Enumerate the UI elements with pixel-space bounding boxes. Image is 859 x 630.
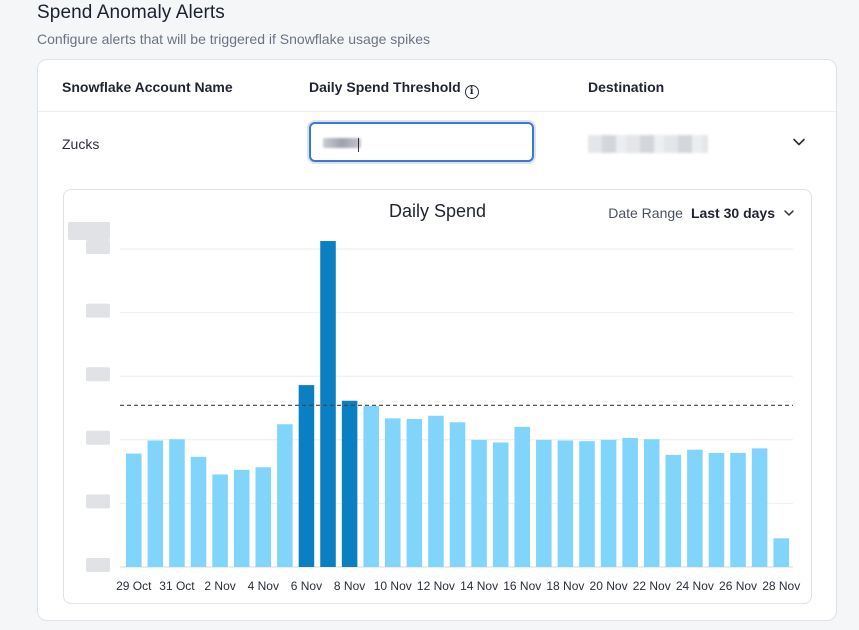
alerts-card: Snowflake Account Name Daily Spend Thres… — [37, 59, 837, 621]
daily-spend-chart: Daily Spend Date Range Last 30 days 29 O… — [63, 189, 812, 604]
bar[interactable] — [600, 439, 617, 567]
page-subtitle: Configure alerts that will be triggered … — [37, 31, 430, 47]
x-tick-label: 20 Nov — [590, 579, 628, 593]
text-caret — [358, 138, 359, 152]
bar[interactable] — [255, 467, 272, 567]
x-tick-label: 24 Nov — [676, 579, 714, 593]
bar[interactable] — [773, 538, 789, 567]
bar[interactable] — [730, 452, 746, 567]
bar[interactable] — [406, 419, 423, 567]
threshold-value-redacted — [323, 138, 361, 148]
bar[interactable] — [277, 424, 293, 567]
y-tick-label-redacted — [86, 240, 110, 254]
y-tick-label-redacted — [86, 494, 110, 509]
chevron-down-icon — [784, 210, 794, 216]
bar[interactable] — [514, 426, 531, 567]
bar[interactable] — [708, 452, 725, 567]
column-header-threshold: Daily Spend Threshold i — [309, 79, 479, 99]
threshold-input[interactable] — [309, 122, 534, 162]
x-tick-label: 29 Oct — [116, 579, 152, 593]
y-axis-label-redacted — [68, 222, 110, 240]
column-header-threshold-label: Daily Spend Threshold — [309, 79, 461, 95]
bar[interactable] — [449, 422, 466, 567]
x-tick-label: 28 Nov — [762, 579, 800, 593]
bar[interactable] — [557, 440, 574, 567]
bar[interactable] — [751, 448, 768, 567]
bar[interactable] — [212, 474, 228, 567]
bar[interactable] — [363, 405, 379, 567]
bar[interactable] — [622, 437, 638, 567]
chevron-down-icon[interactable] — [791, 134, 807, 150]
x-tick-label: 14 Nov — [460, 579, 498, 593]
bar[interactable] — [687, 449, 703, 567]
chart-title: Daily Spend — [388, 201, 487, 221]
bar[interactable] — [428, 415, 444, 567]
x-tick-label: 31 Oct — [159, 579, 195, 593]
page-title: Spend Anomaly Alerts — [37, 2, 225, 23]
bar[interactable] — [126, 453, 142, 567]
y-tick-label-redacted — [86, 367, 110, 382]
bar[interactable] — [665, 454, 682, 567]
x-tick-label: 4 Nov — [248, 579, 279, 593]
x-tick-label: 18 Nov — [546, 579, 584, 593]
x-tick-label: 12 Nov — [417, 579, 455, 593]
x-tick-label: 2 Nov — [204, 579, 235, 593]
x-tick-label: 16 Nov — [503, 579, 541, 593]
bar[interactable] — [384, 418, 401, 567]
x-tick-label: 8 Nov — [334, 579, 365, 593]
x-tick-label: 10 Nov — [374, 579, 412, 593]
date-range-dropdown[interactable]: Date Range Last 30 days — [608, 205, 795, 221]
bar[interactable] — [233, 469, 250, 567]
y-tick-label-redacted — [86, 558, 110, 572]
column-header-destination: Destination — [588, 79, 665, 95]
bar[interactable] — [536, 439, 552, 567]
bar-anomaly[interactable] — [298, 385, 315, 567]
bar[interactable] — [147, 440, 164, 567]
bar[interactable] — [471, 439, 487, 567]
info-circle-icon[interactable]: i — [464, 85, 479, 99]
account-name: Zucks — [62, 136, 100, 152]
y-tick-label-redacted — [86, 430, 110, 445]
bar-anomaly[interactable] — [320, 241, 336, 567]
date-range-value: Last 30 days — [690, 205, 775, 221]
bar[interactable] — [169, 439, 185, 567]
destination-select-value[interactable] — [588, 135, 708, 153]
y-tick-label-redacted — [86, 303, 110, 318]
bar-chart-svg: 29 Oct 31 Oct 2 Nov 4 Nov 6 Nov 8 Nov 10 Nov 12… — [68, 222, 800, 593]
table-header: Snowflake Account Name Daily Spend Thres… — [38, 60, 836, 112]
date-range-label: Date Range — [608, 205, 683, 221]
bar[interactable] — [579, 441, 595, 567]
column-header-account: Snowflake Account Name — [62, 79, 233, 95]
bar[interactable] — [492, 442, 509, 567]
bar[interactable] — [190, 456, 207, 567]
bar-anomaly[interactable] — [341, 400, 358, 567]
x-tick-label: 26 Nov — [719, 579, 757, 593]
bar[interactable] — [643, 439, 660, 567]
x-tick-label: 22 Nov — [633, 579, 671, 593]
x-tick-label: 6 Nov — [291, 579, 322, 593]
